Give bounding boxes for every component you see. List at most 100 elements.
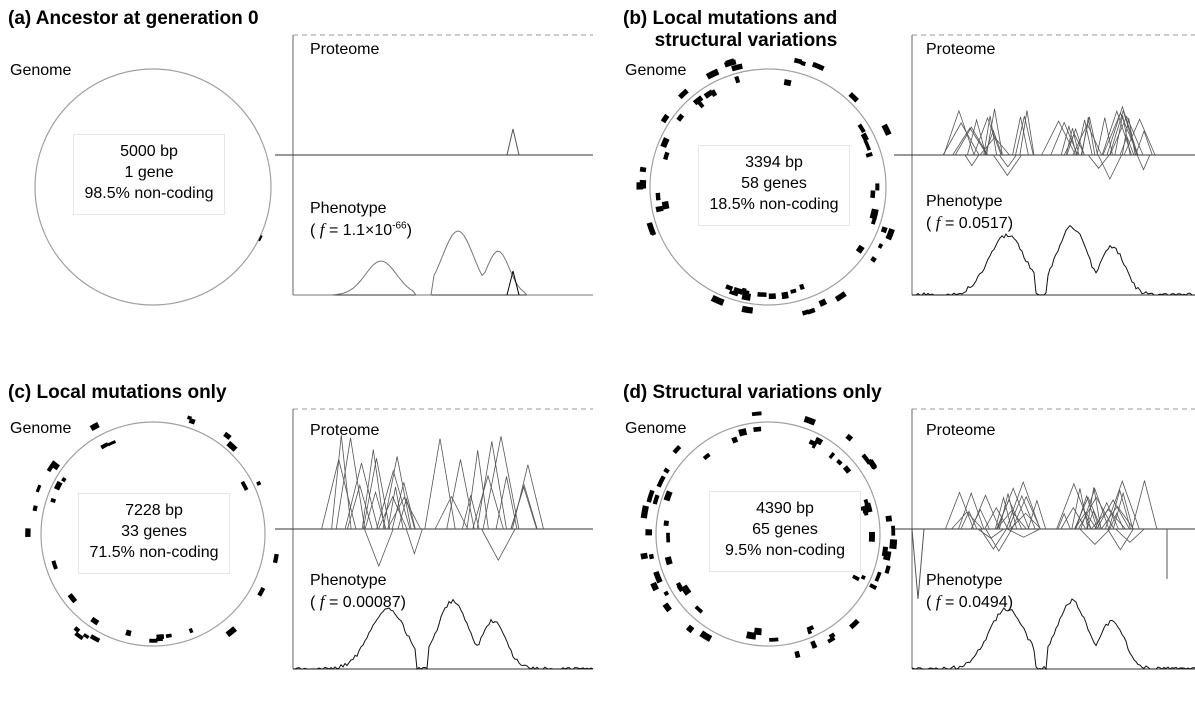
gene-block <box>726 61 734 64</box>
panel-d: (d) Structural variations only Genome 43… <box>623 382 1195 712</box>
gene-block <box>813 445 816 446</box>
gene-count: 58 genes <box>699 173 849 194</box>
gene-block <box>820 301 826 304</box>
gene-block <box>666 521 667 526</box>
gene-block <box>886 551 888 560</box>
gene-block <box>858 246 862 252</box>
protein-triangle <box>1007 529 1040 537</box>
protein-triangle <box>364 529 393 566</box>
gene-block <box>859 125 864 132</box>
target-phenotype-curve <box>293 231 593 295</box>
noncoding-fraction: 9.5% non-coding <box>710 540 860 561</box>
gene-block <box>225 434 231 438</box>
genome-summary-box: 7228 bp 33 genes 71.5% non-coding <box>79 494 229 573</box>
gene-block <box>49 462 55 472</box>
gene-block <box>653 583 656 590</box>
protein-triangle <box>1108 529 1134 550</box>
gene-block <box>712 298 723 303</box>
gene-block <box>712 92 716 94</box>
fitness-label: ( f = 0.0494) <box>926 592 1013 612</box>
gene-block <box>665 592 667 595</box>
gene-block <box>665 152 667 159</box>
gene-block <box>813 64 824 69</box>
proteome-phenotype-plot <box>283 407 613 677</box>
gene-block <box>644 553 645 559</box>
phenotype-label: Phenotype <box>310 200 387 218</box>
gene-count: 65 genes <box>710 519 860 540</box>
proteome-label: Proteome <box>926 41 995 59</box>
gene-block <box>53 561 56 569</box>
gene-block <box>884 125 889 135</box>
gene-block <box>275 554 277 563</box>
protein-triangle <box>482 529 516 560</box>
gene-block <box>828 638 834 642</box>
gene-block <box>872 585 874 589</box>
gene-block <box>869 460 875 469</box>
protein-triangle <box>336 438 365 529</box>
gene-block <box>865 500 867 506</box>
gene-block <box>704 454 709 458</box>
gene-block <box>259 588 263 596</box>
gene-block <box>752 413 762 414</box>
gene-block <box>700 104 703 107</box>
gene-block <box>189 420 194 422</box>
gene-block <box>893 539 894 548</box>
phenotype-label: Phenotype <box>926 193 1003 211</box>
gene-block <box>55 464 58 469</box>
panel-c: (c) Local mutations only Genome 7228 bp … <box>8 382 598 712</box>
genome-size: 7228 bp <box>79 500 229 521</box>
gene-block <box>831 455 834 457</box>
gene-block <box>101 444 108 448</box>
protein-triangle <box>1137 155 1150 170</box>
gene-block <box>876 572 880 581</box>
gene-block <box>742 309 753 311</box>
protein-triangle <box>1080 529 1110 544</box>
gene-block <box>816 440 822 443</box>
gene-block <box>651 554 652 559</box>
panel-a: (a) Ancestor at generation 0 Genome 5000… <box>8 8 598 338</box>
gene-block <box>739 431 746 433</box>
gene-block <box>684 586 689 593</box>
gene-block <box>863 134 866 141</box>
gene-block <box>743 293 749 294</box>
gene-block <box>863 576 865 580</box>
protein-triangle <box>1057 484 1092 529</box>
gene-block <box>259 236 262 241</box>
protein-triangle <box>943 123 979 155</box>
gene-block <box>800 286 804 287</box>
gene-block <box>801 63 805 64</box>
gene-block <box>76 633 83 638</box>
proteome-phenotype-plot <box>902 407 1195 677</box>
gene-count: 33 genes <box>79 521 229 542</box>
gene-block <box>667 492 670 501</box>
phenotype-label: Phenotype <box>926 572 1003 590</box>
gene-block <box>862 507 863 511</box>
genome-size: 4390 bp <box>710 498 860 519</box>
protein-triangle <box>912 529 924 599</box>
gene-block <box>665 202 666 209</box>
gene-block <box>663 115 667 122</box>
gene-block <box>663 138 667 147</box>
gene-block <box>747 635 756 637</box>
fitness-label: ( f = 1.1×10-66) <box>310 220 412 240</box>
gene-block <box>754 631 761 632</box>
gene-count: 1 gene <box>74 162 224 183</box>
gene-block <box>845 467 849 472</box>
proteome-phenotype-plot <box>902 33 1195 303</box>
noncoding-fraction: 71.5% non-coding <box>79 542 229 563</box>
gene-block <box>656 572 660 582</box>
gene-block <box>850 94 857 101</box>
gene-block <box>659 206 660 211</box>
protein-triangle <box>507 129 519 155</box>
gene-block <box>655 495 658 504</box>
gene-block <box>791 291 797 292</box>
protein-triangle <box>1116 529 1145 542</box>
protein-triangle <box>447 459 475 529</box>
protein-triangle <box>406 529 422 554</box>
gene-block <box>803 312 809 314</box>
protein-triangle <box>999 155 1016 167</box>
gene-block <box>855 576 857 579</box>
gene-block <box>649 491 653 503</box>
gene-block <box>758 294 767 295</box>
noncoding-fraction: 98.5% non-coding <box>74 183 224 204</box>
